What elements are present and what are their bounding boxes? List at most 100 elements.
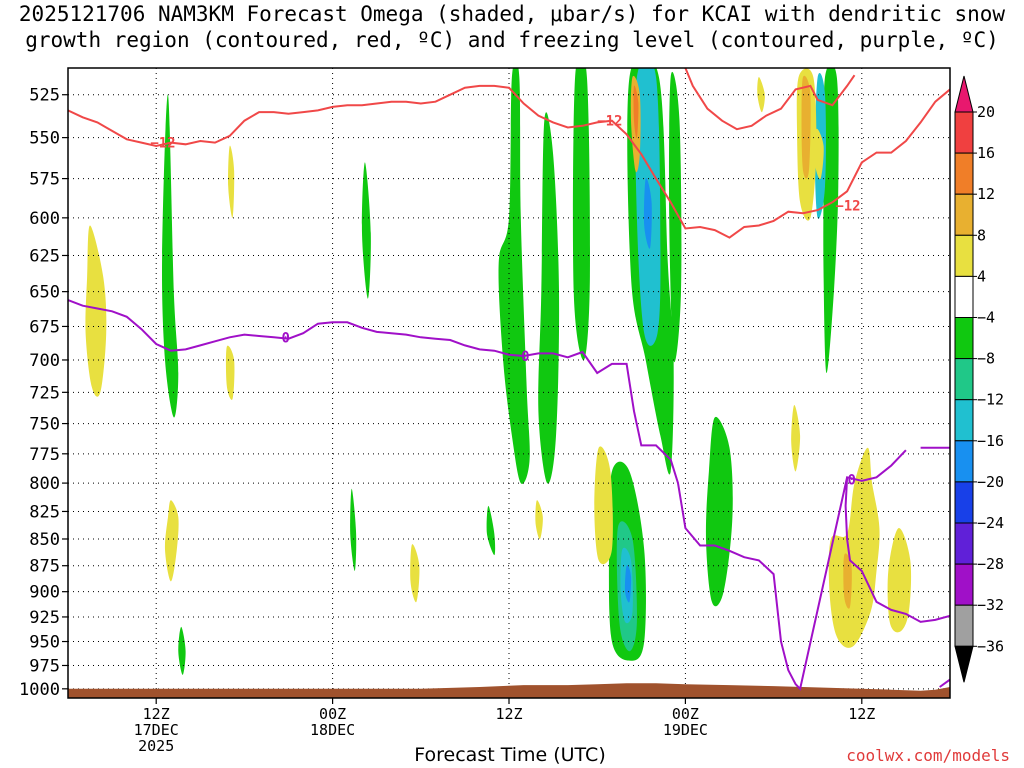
x-tick-label-18-0: 00Z [319,705,346,723]
colorbar-label-6: −8 [977,350,995,368]
omega-region-21 [228,145,235,219]
colorbar-segment-1 [954,152,974,195]
omega-region-35 [633,85,639,139]
x-tick-label-30-0: 12Z [495,705,522,723]
y-tick-label-750: 750 [29,415,60,435]
x-tick-label-6-1: 17DEC [134,721,179,739]
colorbar-label-10: −24 [977,514,1004,532]
y-tick-label-925: 925 [29,608,60,628]
omega-region-19 [85,225,107,397]
chart-title-line1: 2025121706 NAM3KM Forecast Omega (shaded… [18,2,1006,26]
x-tick-label-42-1: 19DEC [663,721,708,739]
omega-region-17 [643,178,652,249]
omega-region-5 [498,68,530,484]
freezing-contour-edge [939,678,950,688]
x-tick-label-6-0: 12Z [143,705,170,723]
freezing-contour-lower [844,477,950,623]
y-tick-label-725: 725 [29,383,60,403]
colorbar-bottom-arrow [954,645,974,683]
colorbar-segment-11 [954,563,974,606]
colorbar-label-11: −28 [977,555,1004,573]
y-tick-label-900: 900 [29,583,60,603]
y-tick-label-875: 875 [29,557,60,577]
colorbar-segment-10 [954,522,974,565]
omega-region-4 [486,505,496,556]
y-tick-label-975: 975 [29,656,60,676]
freezing-label-1: 0 [521,349,529,365]
omega-region-11 [705,416,733,607]
dgz-label-0: −12 [150,136,175,152]
terrain-layer [68,683,950,698]
omega-region-3 [350,488,357,571]
x-axis-title: Forecast Time (UTC) [414,744,606,766]
colorbar-label-8: −16 [977,432,1004,450]
omega-region-23 [410,544,420,603]
omega-region-29 [791,404,801,472]
omega-region-18 [624,565,632,603]
colorbar-top-arrow [954,75,974,113]
dgz-contour-0 [68,84,833,239]
contour-layer: −12 −12 −12 0 0 0 [68,68,950,691]
dgz-contour-2 [831,88,950,204]
colorbar-segment-8 [954,440,974,483]
dgz-label-1: −12 [597,114,622,130]
colorbar-segment-3 [954,234,974,277]
y-tick-label-525: 525 [29,86,60,106]
dgz-label-2: −12 [835,198,860,214]
omega-shading-layer [85,68,912,675]
y-tick-label-850: 850 [29,530,60,550]
y-tick-label-575: 575 [29,170,60,190]
colorbar-label-7: −12 [977,391,1004,409]
colorbar-label-1: 16 [977,144,995,162]
colorbar-segment-4 [954,275,974,318]
freezing-label-2: 0 [848,473,856,489]
grid-layer [68,68,950,698]
colorbar: 20 16 12 8 4 −4 −8 −12 −16 −20 −24 −28 −32 −36 [954,75,1004,683]
y-tick-label-600: 600 [29,209,60,229]
colorbar-label-2: 12 [977,185,995,203]
colorbar-label-13: −36 [977,637,1004,655]
colorbar-label-12: −32 [977,596,1004,614]
y-tick-label-700: 700 [29,351,60,371]
y-tick-label-625: 625 [29,246,60,266]
colorbar-segment-5 [954,317,974,360]
watermark-link[interactable]: coolwx.com/models [846,746,1010,765]
y-tick-label-1000: 1000 [19,680,60,700]
omega-region-24 [535,500,543,540]
omega-region-34 [843,553,852,609]
omega-region-30 [828,447,880,648]
omega-region-26 [757,77,765,113]
colorbar-segment-12 [954,604,974,647]
y-tick-label-950: 950 [29,633,60,653]
omega-region-20 [164,500,179,582]
colorbar-label-4: 4 [977,267,986,285]
freezing-contour-main [68,299,907,691]
dgz-contour-1 [684,68,856,131]
y-tick-label-675: 675 [29,317,60,337]
y-tick-label-775: 775 [29,445,60,465]
colorbar-label-3: 8 [977,226,986,244]
x-tick-label-6-2: 2025 [138,737,174,755]
omega-region-28 [814,128,824,180]
colorbar-label-9: −20 [977,473,1004,491]
colorbar-label-0: 20 [977,103,995,121]
omega-region-33 [801,75,811,179]
colorbar-label-5: −4 [977,309,995,327]
omega-region-7 [572,68,590,361]
omega-region-31 [887,527,912,633]
chart-title-line2: growth region (contoured, red, ºC) and f… [25,28,999,52]
colorbar-segment-6 [954,358,974,401]
colorbar-segment-9 [954,481,974,524]
terrain-fill [68,683,950,698]
omega-region-1 [178,626,186,675]
omega-region-9 [668,71,682,363]
x-tick-label-42-0: 00Z [672,705,699,723]
colorbar-segment-2 [954,193,974,236]
y-tick-label-650: 650 [29,283,60,303]
freezing-label-0: 0 [282,330,290,346]
y-tick-label-550: 550 [29,129,60,149]
omega-region-2 [361,162,371,299]
x-tick-label-18-1: 18DEC [310,721,355,739]
omega-region-6 [538,112,560,484]
